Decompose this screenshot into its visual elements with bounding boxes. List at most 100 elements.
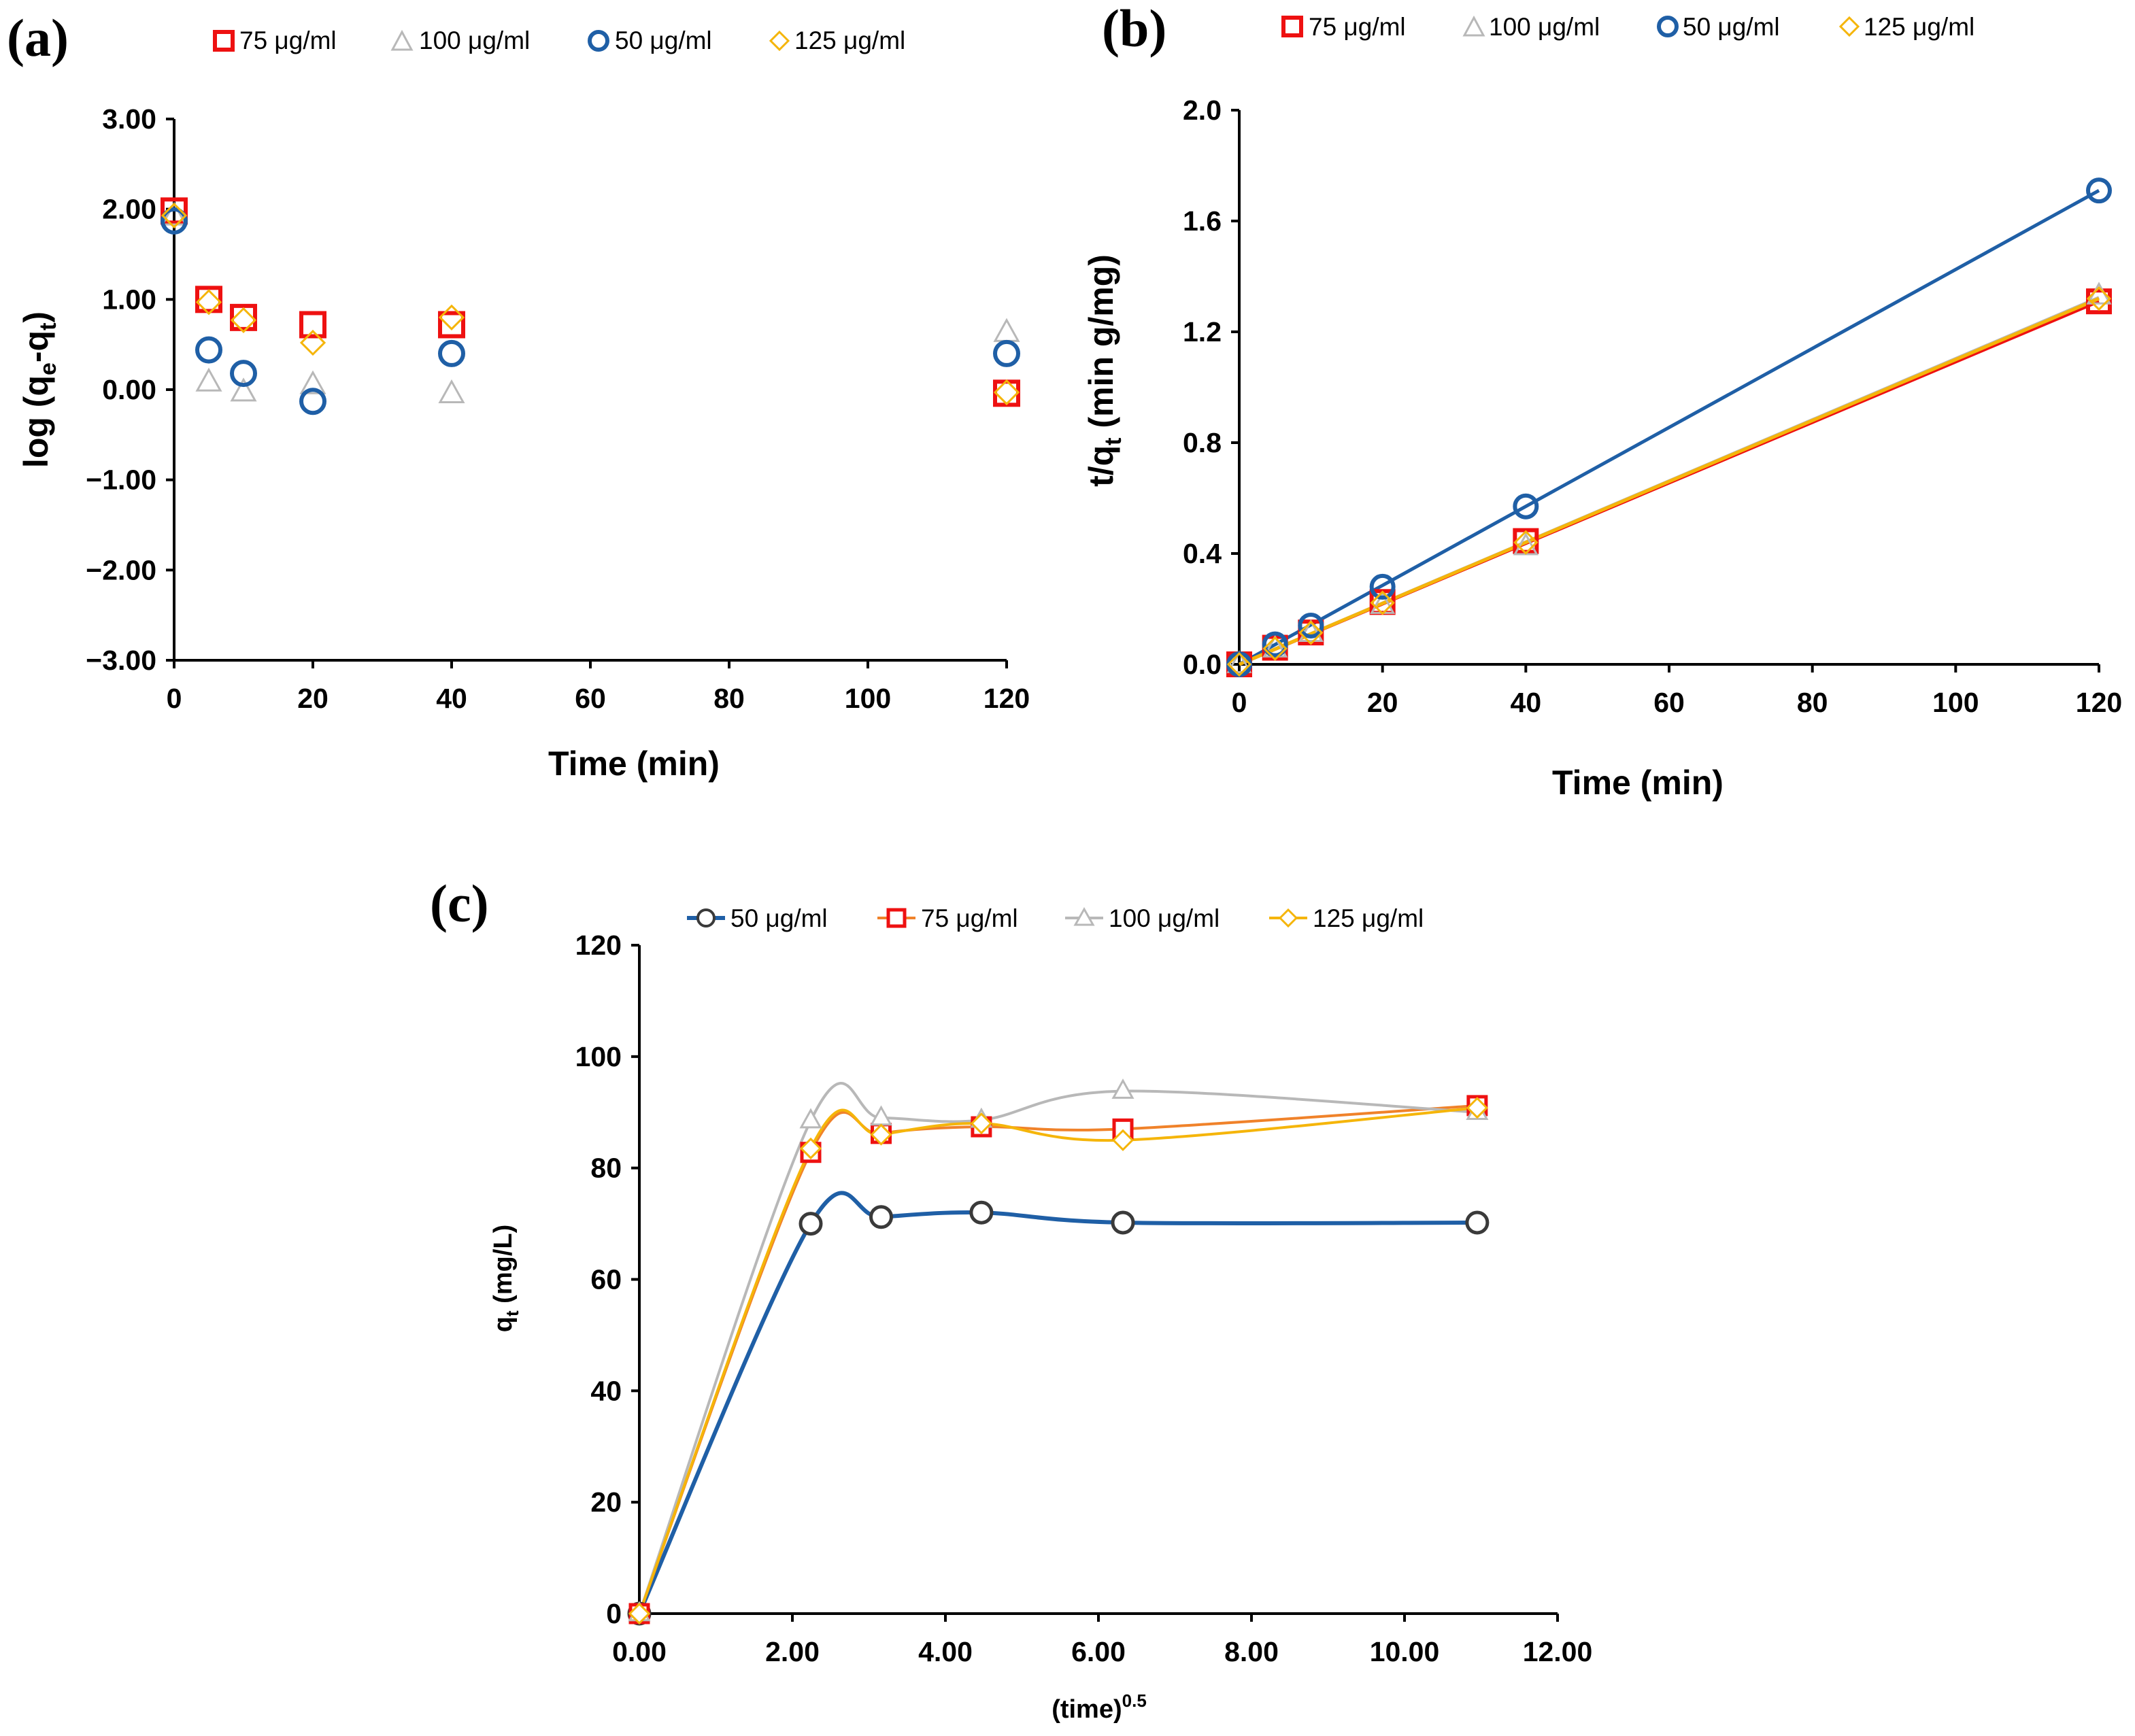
y-tick-label: 1.6 — [1183, 205, 1222, 237]
y-tick-label: −2.00 — [86, 554, 156, 585]
legend-b-marker-50 — [1657, 16, 1679, 37]
point-a-50-g-ml — [195, 336, 222, 364]
point-a-125-g-ml — [993, 379, 1020, 406]
panel-c: (c) 50 μg/ml 75 μg/ml 100 μg/ml 125 μg — [430, 874, 1592, 1724]
x-tick-label: 80 — [713, 683, 745, 714]
y-tick-label: 0.00 — [102, 374, 156, 405]
point-b-50-g-ml — [1262, 631, 1288, 658]
panel-b-label: (b) — [1102, 0, 1166, 58]
legend-a-125: 125 μg/ml — [794, 27, 905, 54]
legend-c-75: 75 μg/ml — [921, 904, 1018, 932]
x-tick-label: 4.00 — [918, 1636, 973, 1667]
point-b-125-g-ml — [2086, 286, 2112, 311]
x-tick-label: 120 — [2076, 687, 2122, 718]
x-tick-label: 0.00 — [612, 1636, 667, 1667]
legend-c-marker-100 — [1065, 906, 1103, 926]
panel-c-y-title: qt (mg/L) — [489, 1225, 522, 1333]
legend-a-50: 50 μg/ml — [615, 27, 712, 54]
series-a-50-g-ml — [161, 207, 1020, 415]
x-tick-label: 60 — [575, 683, 606, 714]
point-a-50-g-ml — [161, 207, 188, 235]
point-a-75-g-ml — [230, 303, 257, 331]
y-tick-label: 20 — [590, 1486, 622, 1518]
x-tick-label: 10.00 — [1370, 1636, 1440, 1667]
x-tick-label: 20 — [1367, 687, 1398, 718]
x-tick-label: 40 — [436, 683, 467, 714]
panel-b-plot-area — [1226, 177, 2112, 677]
legend-b-marker-125 — [1838, 16, 1860, 37]
y-tick-label: −3.00 — [86, 645, 156, 676]
legend-c-100: 100 μg/ml — [1109, 904, 1220, 932]
point-a-50-g-ml — [438, 339, 465, 367]
panel-c-x-ticks: 0.00 2.00 4.00 6.00 8.00 10.00 12.00 — [612, 1614, 1592, 1667]
point-b-125-g-ml — [1262, 636, 1288, 661]
point-a-100-g-ml — [161, 201, 188, 226]
series-a-75-g-ml — [161, 197, 1020, 407]
line-c-50-g-ml — [637, 1191, 1477, 1615]
panel-b-x-ticks: 0 20 40 60 80 100 120 — [1232, 664, 2122, 718]
fit-line-b-50-g-ml — [1238, 188, 2100, 666]
y-tick-label: 0.8 — [1183, 427, 1222, 458]
point-a-75-g-ml — [993, 379, 1020, 407]
x-tick-label: 0 — [1232, 687, 1247, 718]
point-b-100-g-ml — [1298, 619, 1324, 643]
point-a-125-g-ml — [195, 289, 222, 316]
panel-b-y-title: t/qt (min g/mg) — [1082, 254, 1126, 487]
point-c-125-g-ml — [799, 1137, 822, 1160]
point-c-125-g-ml — [870, 1123, 892, 1146]
panel-a: (a) 75 μg/ml 100 μg/ml 50 μg/ml 125 μg/m… — [7, 8, 1030, 783]
legend-c-marker-125 — [1269, 908, 1307, 928]
point-a-75-g-ml — [195, 286, 222, 313]
legend-a-marker-75 — [213, 30, 235, 52]
x-tick-label: 2.00 — [765, 1636, 820, 1667]
y-tick-label: 2.00 — [102, 194, 156, 225]
y-tick-label: 0.0 — [1183, 649, 1222, 680]
line-c-75-g-ml — [638, 1104, 1478, 1614]
series-c-125-g-ml — [628, 1097, 1488, 1625]
legend-b-marker-100 — [1462, 15, 1485, 37]
point-a-100-g-ml — [230, 377, 257, 402]
y-tick-label: 40 — [590, 1375, 622, 1406]
panel-c-y-ticks: 120 100 80 60 40 20 0 — [575, 930, 639, 1629]
point-c-125-g-ml — [628, 1602, 651, 1625]
x-tick-label: 80 — [1797, 687, 1828, 718]
legend-b-100: 100 μg/ml — [1489, 13, 1600, 41]
point-b-50-g-ml — [1369, 573, 1396, 600]
panel-b-legend: 75 μg/ml 100 μg/ml 50 μg/ml 125 μg/ml — [1281, 13, 1974, 41]
point-b-125-g-ml — [1370, 590, 1395, 615]
point-c-100-g-ml — [1111, 1078, 1134, 1099]
legend-c-marker-50 — [687, 908, 725, 927]
panel-a-legend: 75 μg/ml 100 μg/ml 50 μg/ml 125 μg/ml — [213, 27, 905, 54]
point-a-50-g-ml — [299, 388, 326, 415]
y-tick-label: 60 — [590, 1264, 622, 1295]
point-a-50-g-ml — [993, 339, 1020, 367]
point-a-100-g-ml — [438, 379, 465, 404]
panel-a-y-ticks: 3.00 2.00 1.00 0.00 −1.00 −2.00 −3.00 — [86, 103, 174, 676]
y-tick-label: 0.4 — [1183, 538, 1222, 569]
y-tick-label: 120 — [575, 930, 622, 961]
legend-c-marker-75 — [877, 908, 915, 928]
panel-b-x-title: Time (min) — [1552, 764, 1724, 802]
x-tick-label: 120 — [984, 683, 1030, 714]
panel-a-label: (a) — [7, 8, 69, 67]
point-b-50-g-ml — [1298, 612, 1324, 639]
x-tick-label: 12.00 — [1523, 1636, 1593, 1667]
legend-a-marker-125 — [769, 30, 790, 52]
point-a-125-g-ml — [299, 329, 326, 356]
panel-b-y-ticks: 2.0 1.6 1.2 0.8 0.4 0.0 — [1183, 95, 1239, 680]
x-tick-label: 40 — [1511, 687, 1542, 718]
line-c-125-g-ml — [638, 1106, 1478, 1614]
fit-line-b-125-g-ml — [1239, 296, 2100, 666]
x-tick-label: 6.00 — [1071, 1636, 1126, 1667]
point-a-125-g-ml — [438, 304, 465, 330]
series-a-100-g-ml — [161, 201, 1020, 404]
series-c-75-g-ml — [628, 1095, 1488, 1624]
point-b-125-g-ml — [1226, 651, 1252, 677]
y-tick-label: 1.2 — [1183, 316, 1222, 347]
point-c-125-g-ml — [1466, 1097, 1488, 1119]
panel-a-y-title: log (qe-qt) — [17, 311, 61, 468]
x-tick-label: 60 — [1653, 687, 1685, 718]
y-tick-label: −1.00 — [86, 464, 156, 496]
y-tick-label: 2.0 — [1183, 95, 1222, 126]
x-tick-label: 100 — [845, 683, 891, 714]
